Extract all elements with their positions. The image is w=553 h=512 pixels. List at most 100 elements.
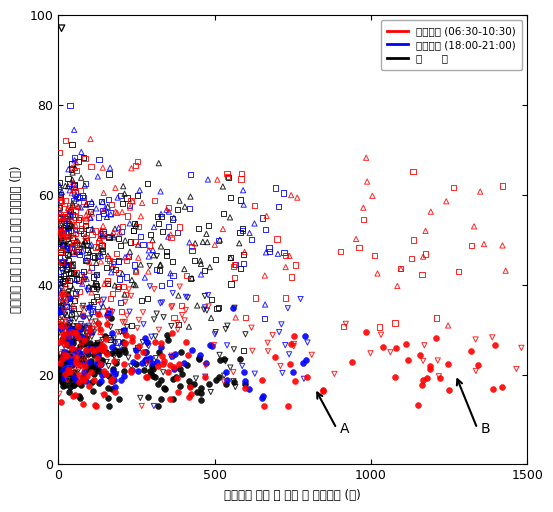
- Point: [126, 219, 134, 227]
- Point: [72, 159, 81, 167]
- Point: [134, 316, 143, 324]
- Point: [144, 393, 153, 401]
- Point: [55, 231, 64, 240]
- Point: [57, 217, 66, 225]
- Point: [169, 214, 178, 222]
- Point: [103, 350, 112, 358]
- Point: [166, 230, 175, 239]
- Point: [81, 217, 90, 225]
- Point: [204, 291, 212, 300]
- Point: [56, 372, 65, 380]
- Point: [61, 352, 70, 360]
- Point: [156, 212, 165, 220]
- Point: [79, 338, 88, 346]
- Point: [93, 339, 102, 347]
- Point: [239, 368, 248, 376]
- Point: [192, 388, 201, 396]
- Point: [79, 400, 87, 408]
- Point: [76, 227, 85, 235]
- Point: [97, 227, 106, 236]
- Point: [71, 276, 80, 284]
- Point: [94, 213, 103, 221]
- Point: [58, 313, 66, 321]
- Point: [200, 266, 209, 274]
- Point: [85, 358, 93, 366]
- Point: [370, 251, 379, 260]
- Point: [166, 233, 175, 241]
- Point: [62, 298, 71, 307]
- Point: [58, 244, 67, 252]
- Point: [436, 374, 445, 382]
- Point: [86, 207, 95, 216]
- Point: [196, 396, 205, 404]
- Point: [93, 243, 102, 251]
- Point: [59, 215, 68, 223]
- Point: [85, 322, 93, 330]
- Point: [105, 305, 113, 313]
- Point: [56, 196, 65, 204]
- Point: [86, 344, 95, 352]
- Point: [173, 319, 182, 327]
- Point: [60, 258, 69, 266]
- Point: [79, 241, 87, 249]
- Point: [197, 383, 206, 392]
- Point: [67, 352, 76, 360]
- Point: [276, 362, 285, 370]
- Point: [218, 225, 227, 233]
- Point: [258, 392, 267, 400]
- Point: [57, 290, 66, 298]
- Point: [154, 326, 163, 334]
- Point: [230, 273, 239, 282]
- Point: [106, 257, 114, 265]
- Point: [167, 322, 176, 330]
- Point: [79, 375, 87, 383]
- Point: [74, 333, 83, 341]
- Point: [72, 248, 81, 256]
- Point: [61, 364, 70, 372]
- Point: [156, 299, 165, 307]
- Point: [105, 196, 113, 204]
- Point: [129, 227, 138, 235]
- Point: [56, 247, 65, 255]
- Point: [109, 334, 118, 343]
- Point: [66, 213, 75, 221]
- Point: [135, 342, 144, 350]
- Point: [56, 317, 65, 326]
- Point: [59, 348, 67, 356]
- Point: [223, 342, 232, 350]
- Point: [85, 226, 93, 234]
- Point: [111, 224, 119, 232]
- Point: [173, 228, 182, 237]
- Point: [62, 259, 71, 267]
- Point: [65, 211, 74, 220]
- Point: [82, 377, 91, 385]
- Point: [84, 333, 93, 342]
- Point: [121, 348, 130, 356]
- Point: [91, 317, 100, 326]
- Point: [93, 286, 102, 294]
- Point: [70, 296, 79, 305]
- Point: [89, 375, 98, 383]
- Point: [89, 297, 98, 306]
- Point: [102, 263, 111, 271]
- Point: [173, 205, 182, 213]
- Point: [89, 305, 98, 313]
- Point: [474, 360, 483, 369]
- Point: [132, 352, 141, 360]
- Point: [56, 190, 65, 199]
- Point: [185, 323, 194, 331]
- Point: [72, 195, 81, 203]
- Point: [101, 204, 109, 212]
- Point: [444, 360, 452, 368]
- Point: [71, 347, 80, 355]
- Point: [133, 158, 142, 166]
- Point: [130, 220, 139, 228]
- Point: [55, 339, 64, 348]
- Point: [91, 322, 100, 330]
- Point: [244, 385, 253, 393]
- Point: [121, 298, 130, 306]
- Point: [91, 227, 100, 235]
- Text: A: A: [340, 422, 349, 436]
- Point: [114, 282, 123, 290]
- Point: [111, 207, 120, 216]
